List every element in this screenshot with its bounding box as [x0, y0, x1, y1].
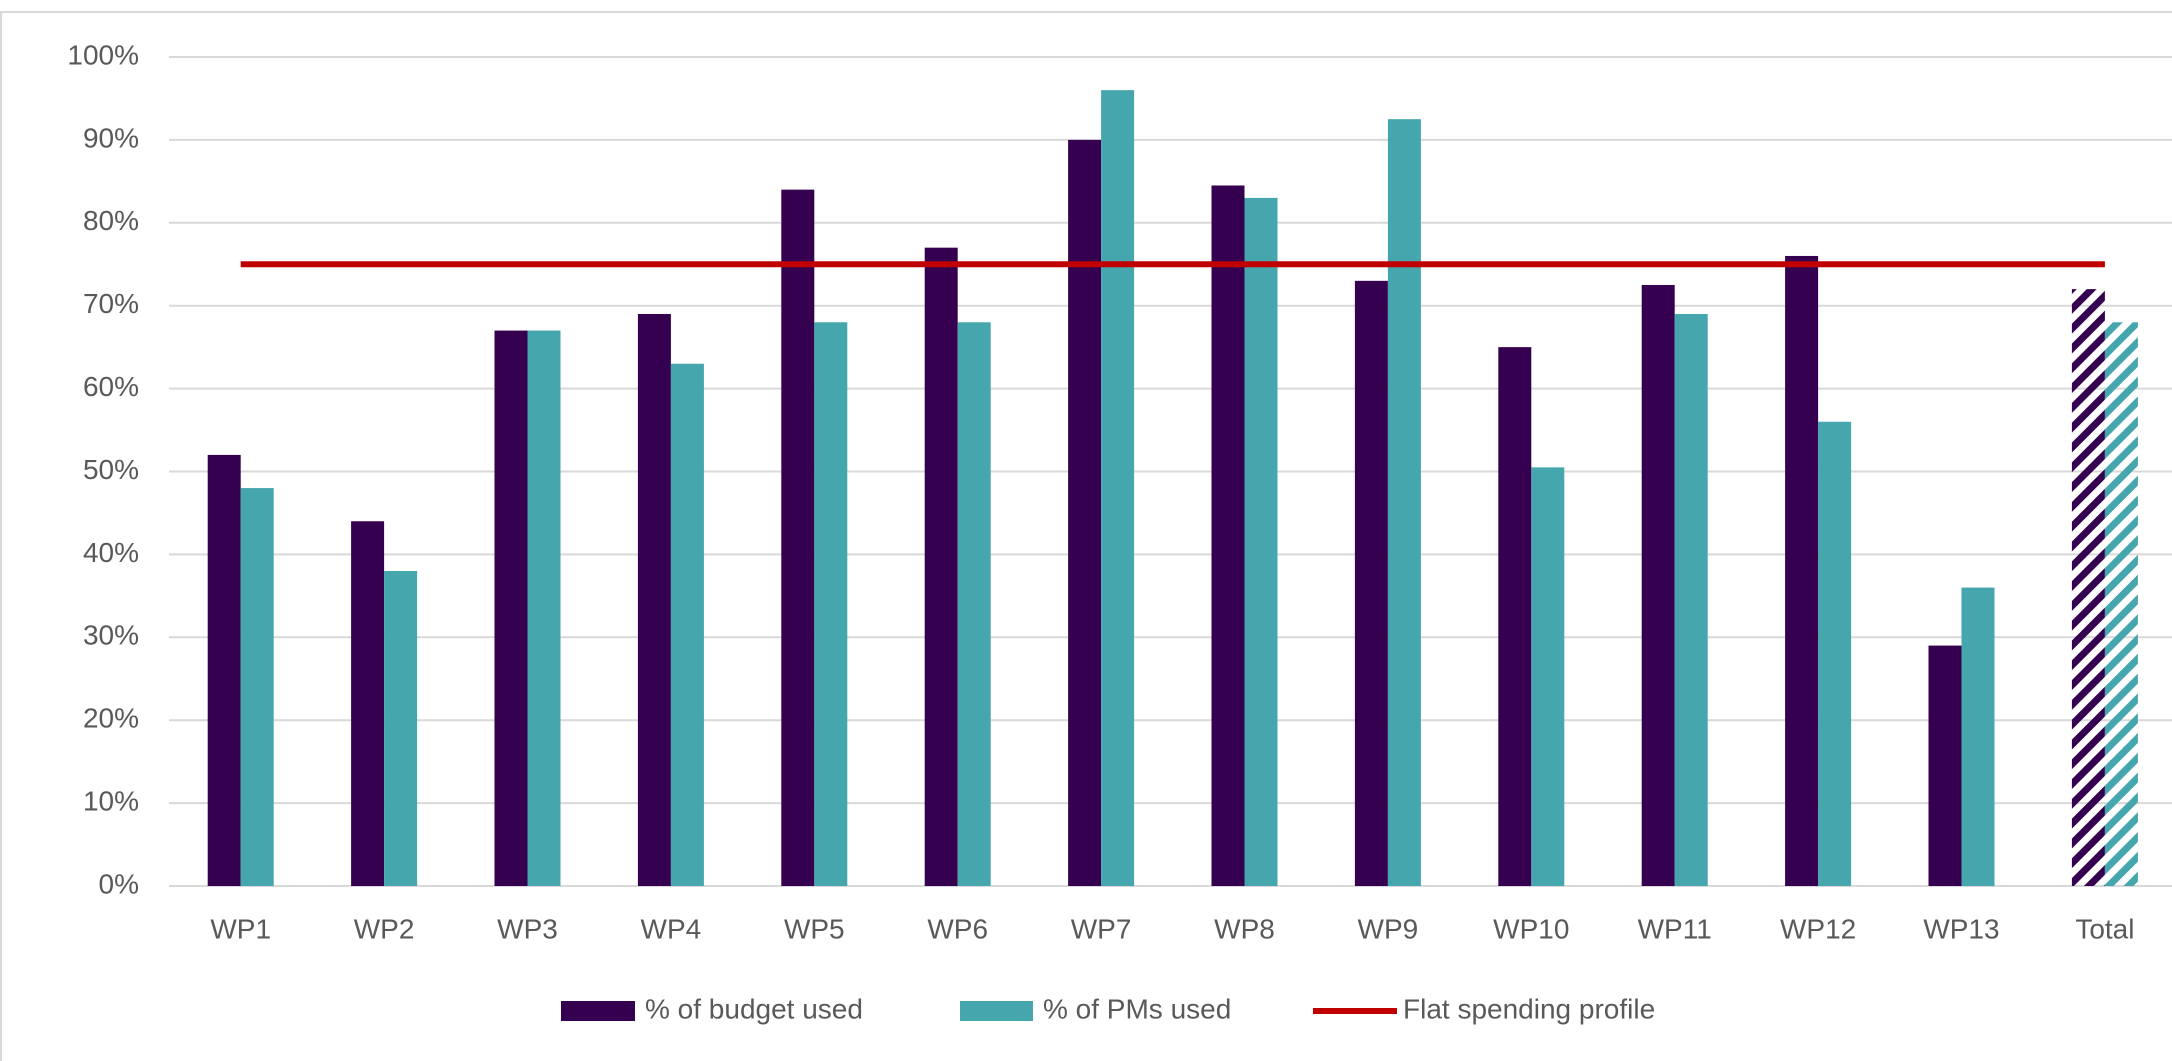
bar	[1928, 645, 1962, 886]
bar	[1641, 284, 1675, 887]
bar	[1785, 255, 1819, 886]
bar	[1101, 90, 1135, 886]
y-tick-label: 20%	[83, 703, 139, 734]
x-tick-label: WP13	[1923, 913, 1999, 944]
bar	[670, 363, 704, 887]
bar	[1531, 467, 1565, 886]
y-tick-label: 70%	[83, 288, 139, 319]
x-tick-label: WP6	[927, 913, 988, 944]
bar	[1068, 139, 1102, 886]
legend-swatch	[561, 1001, 635, 1021]
bar	[1818, 421, 1852, 886]
x-tick-label: WP4	[641, 913, 702, 944]
bar	[781, 189, 815, 886]
bar	[494, 330, 528, 886]
y-tick-label: 90%	[83, 122, 139, 153]
y-tick-label: 50%	[83, 454, 139, 485]
bar	[1498, 347, 1532, 886]
bar	[924, 247, 958, 887]
bar	[1961, 587, 1995, 886]
legend-label: % of budget used	[645, 993, 863, 1024]
bar	[957, 322, 991, 886]
bar	[1244, 197, 1278, 886]
y-tick-label: 30%	[83, 620, 139, 651]
bar	[2071, 289, 2105, 886]
chart-frame	[0, 11, 2172, 1061]
bar	[351, 521, 385, 886]
bar	[1674, 313, 1708, 886]
y-tick-label: 80%	[83, 205, 139, 236]
x-tick-label: WP1	[210, 913, 271, 944]
bar	[384, 570, 418, 886]
bar	[240, 488, 274, 886]
bar	[1354, 280, 1388, 887]
legend-label: Flat spending profile	[1403, 993, 1655, 1024]
x-tick-label: WP7	[1071, 913, 1132, 944]
x-tick-label: WP11	[1638, 913, 1712, 944]
bar	[814, 322, 848, 886]
x-tick-label: WP10	[1493, 913, 1569, 944]
x-tick-label: WP2	[354, 913, 415, 944]
x-tick-label: WP3	[497, 913, 558, 944]
y-tick-label: 0%	[99, 868, 139, 899]
bar	[1387, 119, 1421, 887]
bar	[637, 313, 671, 886]
x-tick-label: WP8	[1214, 913, 1275, 944]
y-tick-label: 100%	[67, 39, 139, 70]
legend-label: % of PMs used	[1043, 993, 1231, 1024]
x-tick-label: Total	[2075, 913, 2134, 944]
x-tick-label: WP5	[784, 913, 845, 944]
bar	[207, 454, 241, 886]
x-tick-label: WP12	[1780, 913, 1856, 944]
bar	[527, 330, 561, 886]
y-tick-label: 10%	[83, 785, 139, 816]
y-tick-label: 40%	[83, 537, 139, 568]
x-tick-label: WP9	[1358, 913, 1419, 944]
y-tick-label: 60%	[83, 371, 139, 402]
bar	[1211, 185, 1245, 886]
bar	[2104, 322, 2138, 886]
legend-swatch	[960, 1001, 1033, 1021]
